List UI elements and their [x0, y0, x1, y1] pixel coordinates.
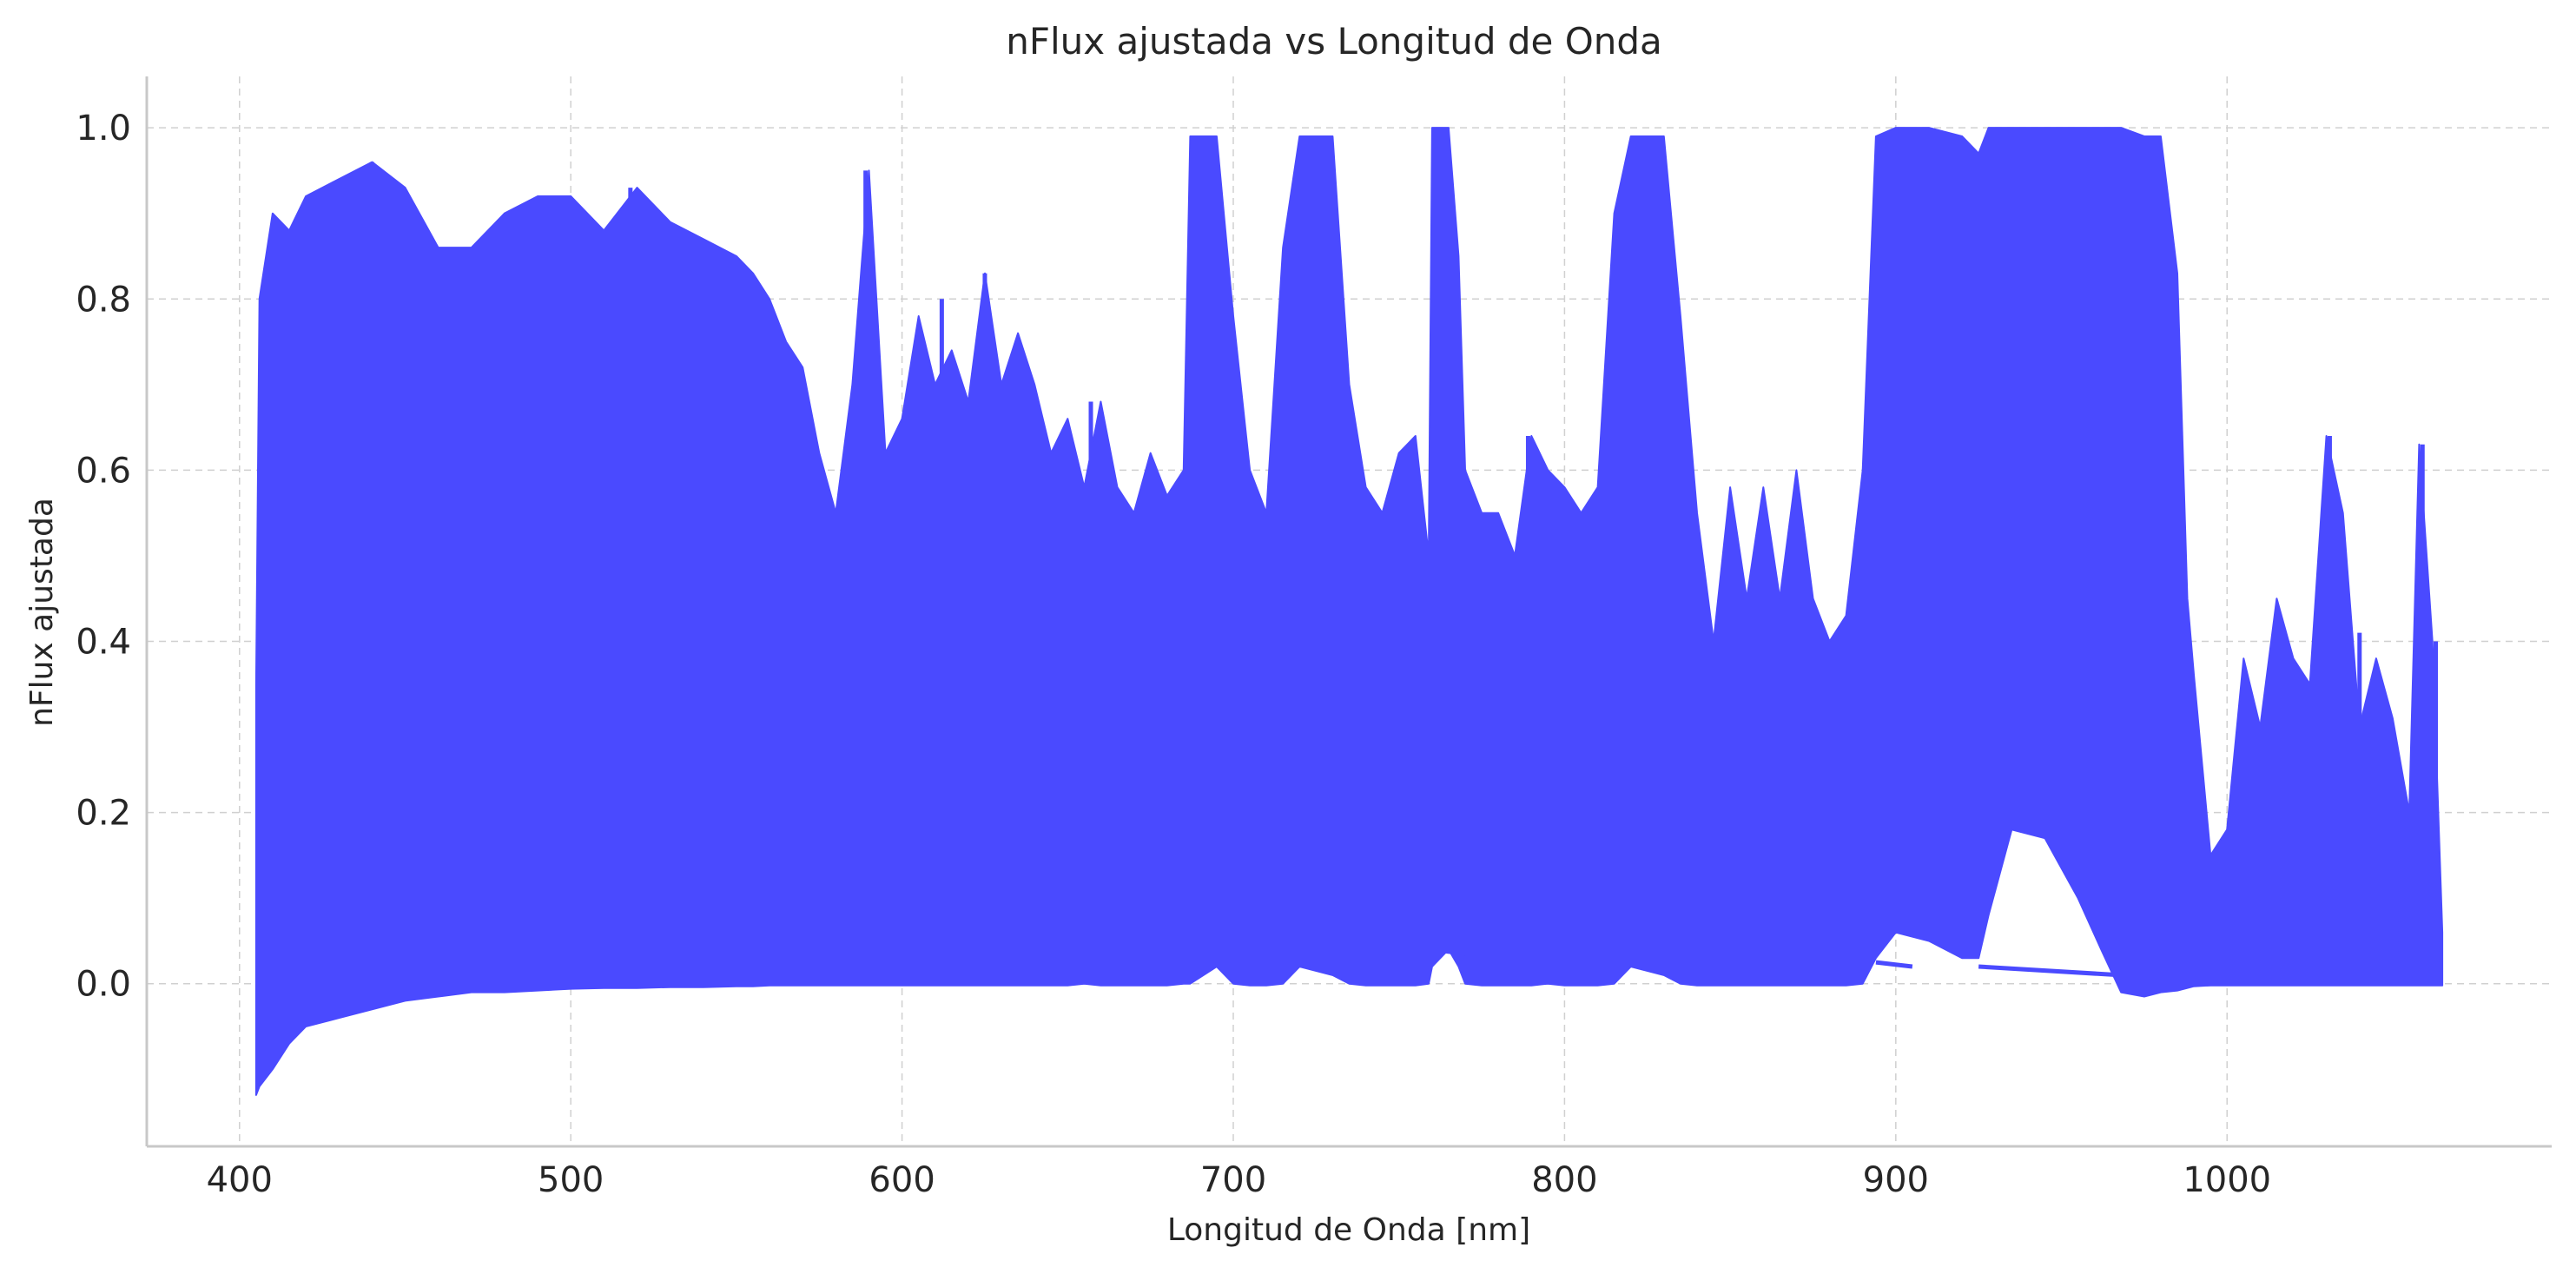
x-tick-label: 1000 [2183, 1160, 2271, 1200]
series-gap-line [1978, 964, 2122, 978]
x-tick-label: 400 [207, 1160, 273, 1200]
plot-area [254, 127, 2444, 1096]
y-tick-label: 0.6 [76, 451, 131, 491]
x-tick-label: 700 [1200, 1160, 1266, 1200]
y-tick-label: 0.4 [76, 622, 131, 662]
y-tick-label: 1.0 [76, 109, 131, 149]
x-tick-label: 900 [1863, 1160, 1929, 1200]
chart-title: nFlux ajustada vs Longitud de Onda [1006, 20, 1662, 63]
x-tick-labels: 400 500 600 700 800 900 1000 [207, 1160, 2272, 1200]
x-axis-label: Longitud de Onda [nm] [1167, 1212, 1530, 1248]
x-tick-label: 800 [1531, 1160, 1597, 1200]
axes-spines [145, 76, 2552, 1148]
y-tick-label: 0.2 [76, 794, 131, 834]
series-gap-line [1875, 960, 1913, 969]
x-tick-label: 600 [869, 1160, 935, 1200]
y-tick-label: 0.0 [76, 965, 131, 1005]
y-tick-label: 0.8 [76, 280, 131, 320]
series-fill-envelope [254, 127, 2444, 1096]
y-tick-labels: 0.0 0.2 0.4 0.6 0.8 1.0 [76, 109, 131, 1005]
x-tick-label: 500 [538, 1160, 604, 1200]
series-gap-line [1431, 947, 1466, 956]
y-axis-label: nFlux ajustada [24, 498, 60, 727]
